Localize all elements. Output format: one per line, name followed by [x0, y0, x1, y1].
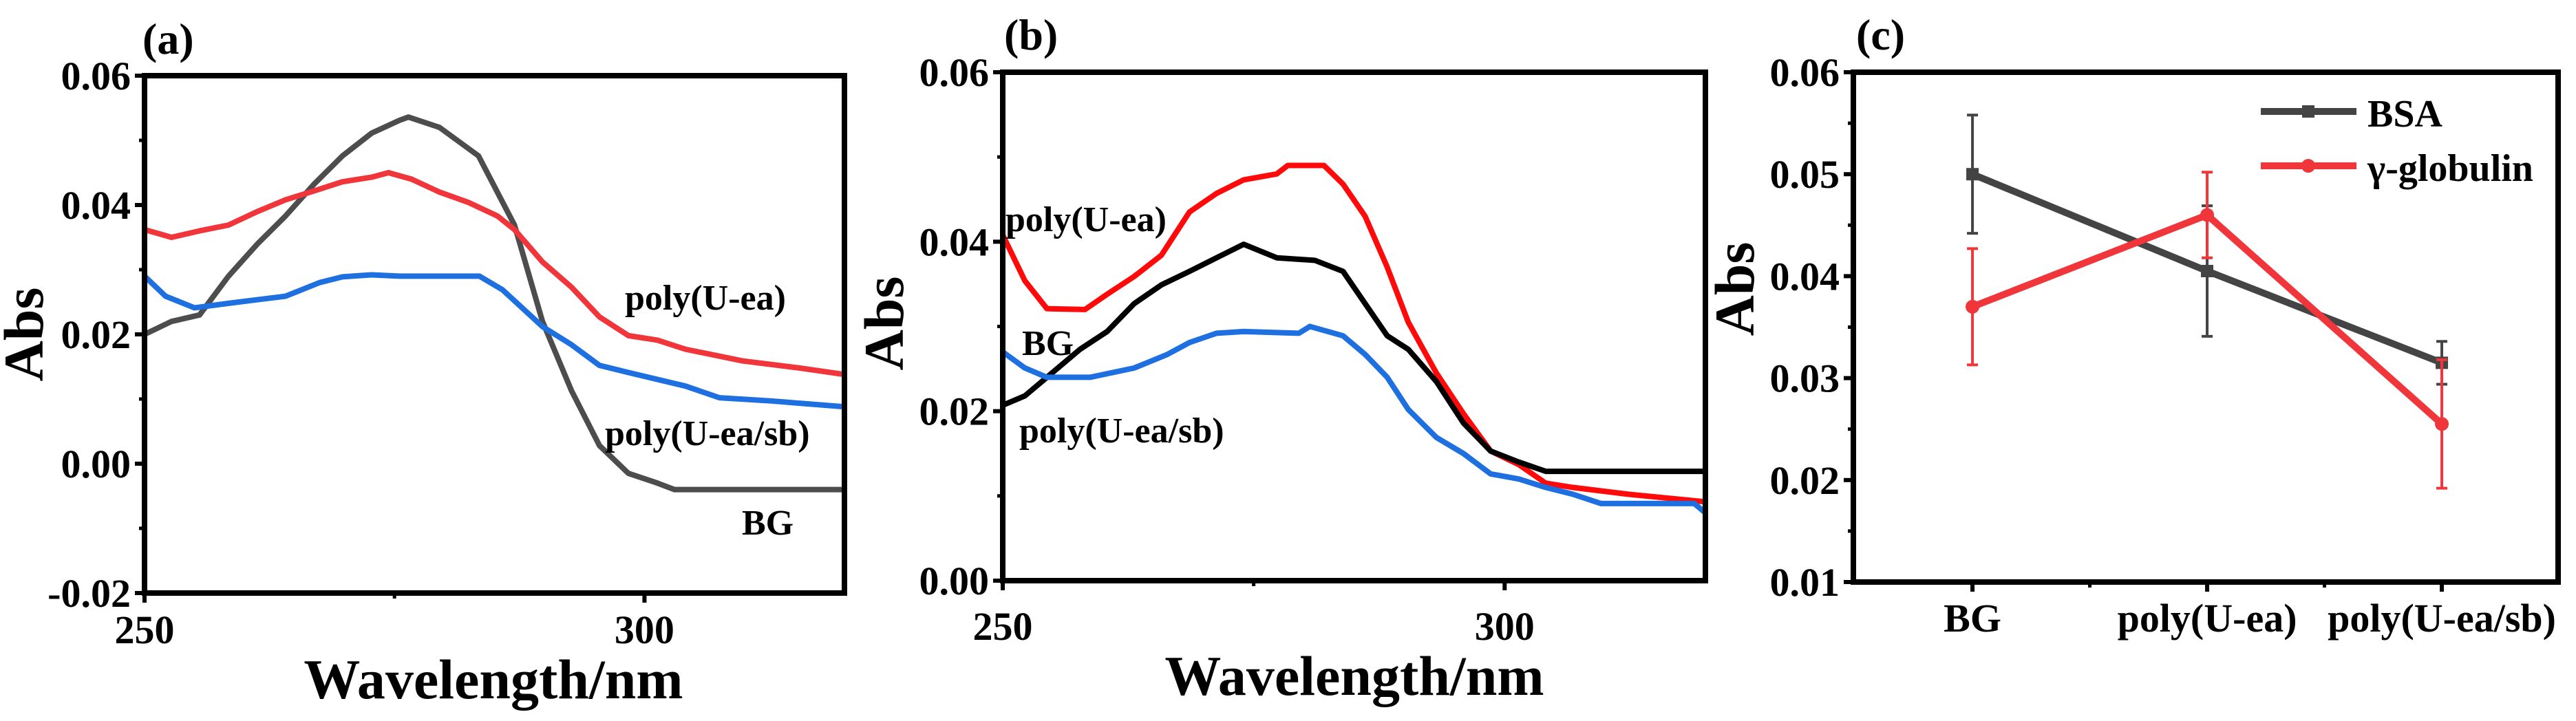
data-point-circle [1966, 299, 1980, 314]
series-annotation: poly(U-ea/sb) [1019, 411, 1224, 451]
data-point-circle [2435, 417, 2449, 431]
series-line-poly-u-ea-sb [145, 272, 844, 410]
y-tick-label: 0.06 [1770, 50, 1840, 95]
y-tick-label: 0.06 [61, 54, 131, 98]
x-tick-label: 300 [1475, 604, 1535, 649]
series-line-bg [1003, 241, 1705, 475]
series-line-poly-u-ea [145, 170, 844, 378]
panel-a: -0.02 0.00 0.02 0.04 0.06 250 300Wavelength/nm… [0, 14, 847, 711]
series-annotation: poly(U-ea/sb) [605, 414, 810, 453]
y-tick-label: 0.02 [1770, 458, 1840, 503]
series-line-poly-u-ea-sb [1003, 323, 1705, 515]
y-tick-label: 0.04 [1770, 254, 1840, 299]
legend-label: BSA [2367, 93, 2442, 136]
data-point-circle [2200, 208, 2215, 222]
y-axis-title: Abs [0, 288, 55, 382]
legend-label: γ-globulin [2367, 147, 2533, 190]
y-tick-label: 0.05 [1770, 152, 1840, 197]
x-tick-label: 300 [615, 607, 674, 652]
series-annotation: BG [1022, 324, 1074, 363]
x-tick-label: 250 [973, 604, 1033, 649]
category-label: poly(U-ea) [2118, 596, 2297, 641]
category-label: BG [1944, 596, 2001, 641]
x-axis-title: Wavelength/nm [1164, 645, 1544, 707]
series-annotation: BG [742, 504, 794, 543]
y-tick-label: -0.02 [47, 571, 131, 616]
series-annotation: poly(U-ea) [625, 279, 786, 318]
panel-label: (a) [142, 14, 194, 63]
y-tick-label: 0.00 [919, 559, 990, 603]
y-tick-label: 0.04 [919, 219, 990, 264]
y-tick-label: 0.00 [61, 442, 131, 486]
y-tick-label: 0.01 [1770, 560, 1840, 605]
category-label: poly(U-ea/sb) [2328, 596, 2556, 641]
plot-frame [1000, 69, 1708, 583]
plot-frame [142, 73, 847, 596]
series-annotation: poly(U-ea) [1005, 200, 1167, 239]
panel-c: 0.01 0.02 0.03 0.04 0.05 0.06 BG poly(U-ea) poly… [1703, 10, 2561, 641]
panel-label: (c) [1856, 10, 1905, 59]
y-tick-label: 0.06 [919, 50, 990, 95]
legend-marker-square [2302, 105, 2314, 118]
x-tick-label: 250 [115, 607, 175, 652]
y-axis-title: Abs [1703, 242, 1766, 336]
y-axis-title: Abs [853, 277, 915, 371]
plot-frame [1851, 69, 2561, 585]
y-tick-label: 0.03 [1770, 356, 1840, 401]
y-tick-label: 0.04 [61, 183, 131, 228]
data-point-square [2201, 264, 2214, 277]
data-point-square [1966, 168, 1979, 181]
panel-label: (b) [1004, 10, 1058, 59]
series-line-bg [145, 114, 844, 493]
y-tick-label: 0.02 [919, 389, 990, 434]
legend-marker-circle [2301, 159, 2315, 173]
x-axis-title: Wavelength/nm [304, 648, 683, 711]
y-tick-label: 0.02 [61, 312, 131, 357]
